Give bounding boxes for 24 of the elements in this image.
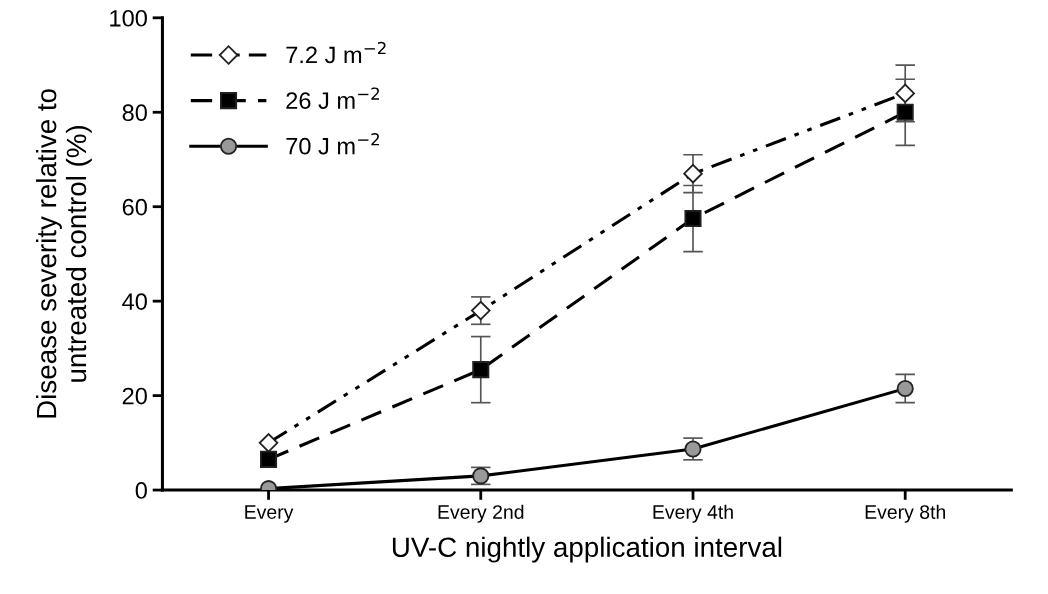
point [684, 209, 702, 228]
x-axis-title: UV-C nightly application interval [392, 536, 782, 563]
y-tick-label: 100 [110, 9, 147, 27]
point [896, 103, 914, 121]
point [896, 379, 914, 398]
point [472, 361, 490, 379]
x-tick-label: Every [245, 505, 294, 523]
legend-label: 7.2 J m$^{−2}$ [286, 41, 386, 64]
point [683, 163, 703, 184]
y-tick-label: 0 [135, 482, 147, 499]
point [895, 83, 915, 104]
legend-label: 70 J m$^{−2}$ [286, 133, 380, 155]
y-axis-title: Disease severity relative to untreated control (%) [35, 89, 92, 418]
point [471, 300, 491, 321]
legend-label: 26 J m$^{−2}$ [286, 87, 380, 109]
y-tick-label: 40 [122, 293, 147, 310]
y-tick-label: 60 [122, 198, 147, 216]
y-tick-label: 80 [122, 104, 147, 122]
x-tick-label: Every 4th [653, 504, 733, 523]
x-tick-label: Every 2nd [438, 504, 524, 523]
x-tick-label: Every 8th [865, 504, 946, 523]
point [260, 450, 278, 468]
y-tick-label: 20 [122, 387, 147, 405]
point [258, 433, 279, 453]
